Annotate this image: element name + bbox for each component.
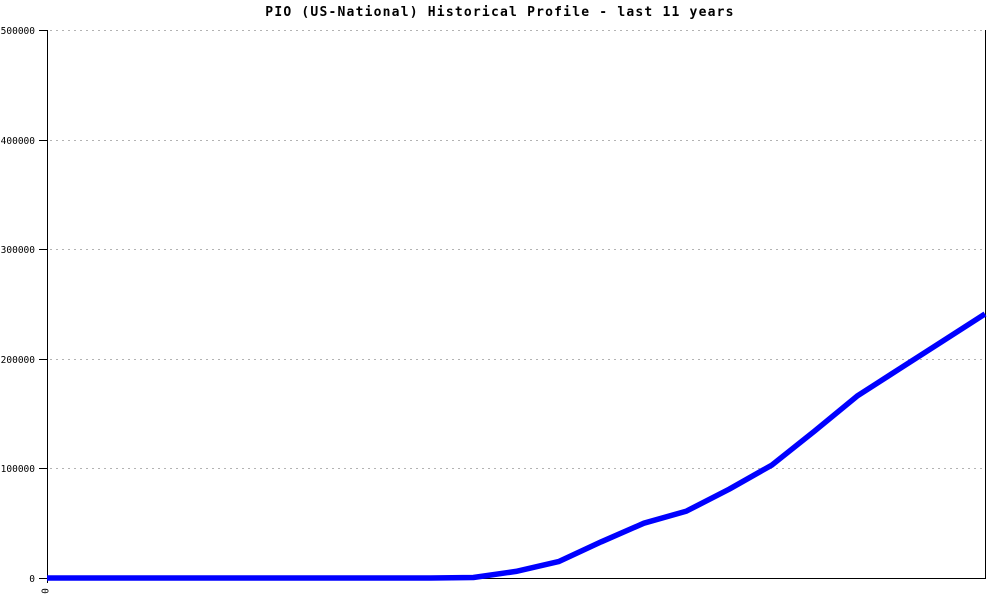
y-tick-label: 0 [29, 574, 35, 585]
y-tick-label: 400000 [1, 136, 36, 147]
x-tick-label: 0 [39, 588, 50, 594]
series-line [47, 311, 987, 581]
y-tick-label: 300000 [1, 245, 36, 256]
chart-title: PIO (US-National) Historical Profile - l… [265, 5, 735, 20]
axis-frame [47, 30, 986, 579]
y-tick-label: 200000 [1, 355, 36, 366]
y-tick-label: 100000 [1, 464, 36, 475]
y-tick-label: 500000 [1, 26, 36, 37]
